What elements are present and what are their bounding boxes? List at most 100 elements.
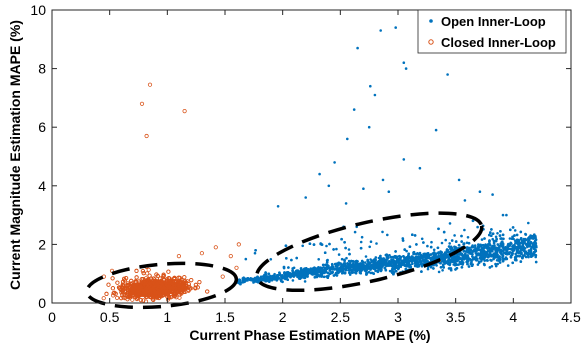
data-point [374,261,378,264]
data-point [411,256,415,259]
x-tick-label: 3.5 [446,309,466,325]
data-point [141,277,146,282]
data-point [181,280,186,285]
data-point [129,289,134,294]
data-point [417,253,421,256]
data-point [372,264,375,267]
data-point [420,264,424,268]
data-point [381,178,385,182]
data-point [356,263,359,266]
data-point [365,271,369,275]
data-point [137,290,142,296]
data-point [483,237,486,240]
data-point [480,238,484,241]
data-point [110,286,116,291]
data-point [491,237,495,241]
annotation-layer [85,211,484,310]
y-tick-label: 2 [38,236,46,252]
data-point [384,261,388,265]
data-point [269,278,273,282]
data-point [490,265,494,268]
data-point [475,258,479,262]
data-point [318,172,321,176]
data-point [172,276,177,281]
data-point [519,260,523,263]
data-point [461,263,464,266]
data-point [413,264,417,268]
data-point [460,266,464,269]
data-point [381,264,384,268]
data-point [471,253,474,256]
data-point [511,252,514,255]
data-point [507,251,511,255]
data-point [511,261,514,265]
data-point [457,256,461,260]
data-point [161,282,166,287]
data-point [258,277,261,281]
data-point [306,271,310,274]
data-point [447,262,450,266]
data-point [436,246,440,250]
data-point [360,235,364,239]
data-point [426,244,429,248]
data-point [358,264,362,267]
data-point [166,269,171,274]
data-point [460,234,463,238]
data-point [151,297,156,302]
data-point [485,259,489,262]
data-point [440,259,444,263]
data-point [442,230,446,234]
x-tick-label: 1 [163,309,171,325]
data-point [354,260,357,263]
data-point [238,279,242,283]
data-point [130,297,135,302]
data-point [401,239,405,242]
data-point [468,252,471,255]
data-point [523,241,526,244]
data-point [254,249,257,252]
x-tick-label: 2.5 [331,309,351,325]
data-point [172,294,177,299]
data-point [478,190,482,193]
data-point [144,133,149,139]
data-point [183,280,189,285]
data-point [416,258,419,262]
data-point [412,251,415,254]
data-point [337,271,340,275]
data-point [447,267,451,270]
data-point [426,252,430,255]
data-point [276,205,280,208]
data-point [389,261,393,265]
data-point [325,244,328,248]
data-point [135,285,140,290]
data-point [104,291,109,296]
data-point [193,282,198,287]
data-point [179,291,184,296]
data-point [372,272,376,275]
x-tick-label: 0 [48,309,56,325]
data-point [506,264,510,267]
data-point [324,270,327,273]
data-point [494,264,498,268]
data-point [500,253,504,256]
data-point [495,246,498,250]
data-point [115,295,120,300]
data-point [379,29,383,32]
data-point [306,268,310,271]
data-point [348,263,351,267]
data-point [113,291,118,296]
data-point [504,248,508,251]
data-point [527,221,530,225]
data-point [405,249,408,253]
data-point [453,234,456,237]
data-point [417,256,421,260]
data-point [281,280,284,284]
data-point [501,213,505,217]
data-point [465,260,469,264]
data-point [451,257,454,261]
data-point [367,270,371,274]
data-point [490,228,493,231]
data-point [496,232,499,235]
data-point [514,241,517,245]
